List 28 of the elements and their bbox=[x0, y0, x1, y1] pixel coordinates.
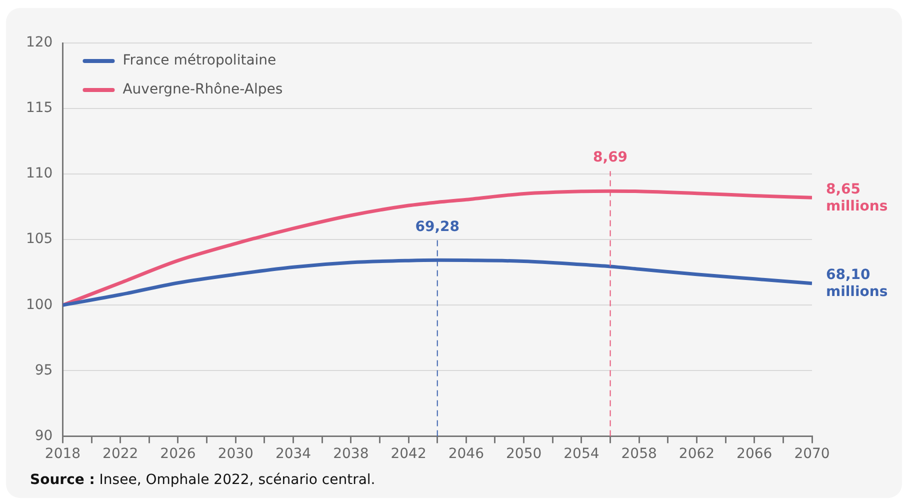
x-tick-label: 2042 bbox=[390, 446, 426, 462]
y-tick-label: 115 bbox=[26, 100, 53, 116]
y-tick-label: 105 bbox=[26, 231, 53, 248]
x-tick-label: 2030 bbox=[218, 446, 254, 462]
legend-label: France métropolitaine bbox=[122, 52, 276, 69]
x-tick-label: 2046 bbox=[448, 446, 484, 462]
x-tick-label: 2022 bbox=[102, 446, 138, 462]
annotation: 8,69 bbox=[593, 150, 628, 166]
x-tick-label: 2034 bbox=[275, 446, 312, 462]
y-tick-label: 120 bbox=[26, 34, 53, 51]
x-tick-label: 2070 bbox=[794, 446, 830, 462]
source-note: Source : Insee, Omphale 2022, scénario central. bbox=[30, 472, 376, 488]
annotation: 8,65 millions bbox=[826, 181, 888, 214]
y-tick-label: 110 bbox=[26, 166, 53, 182]
x-tick-label: 2026 bbox=[160, 446, 196, 462]
annotation: 68,10 millions bbox=[826, 267, 888, 300]
x-tick-label: 2058 bbox=[621, 446, 657, 462]
y-tick-label: 100 bbox=[26, 296, 53, 313]
y-tick-label: 90 bbox=[34, 428, 53, 444]
x-tick-label: 2038 bbox=[333, 446, 369, 462]
x-tick-label: 2066 bbox=[736, 446, 772, 462]
y-tick-label: 95 bbox=[34, 362, 53, 378]
x-tick-label: 2062 bbox=[678, 446, 715, 462]
x-tick-label: 2054 bbox=[564, 446, 600, 462]
x-tick-label: 2050 bbox=[506, 446, 542, 462]
x-tick-label: 2018 bbox=[44, 446, 81, 462]
legend-label: Auvergne-Rhône-Alpes bbox=[122, 82, 283, 98]
annotation: 69,28 bbox=[415, 218, 460, 235]
